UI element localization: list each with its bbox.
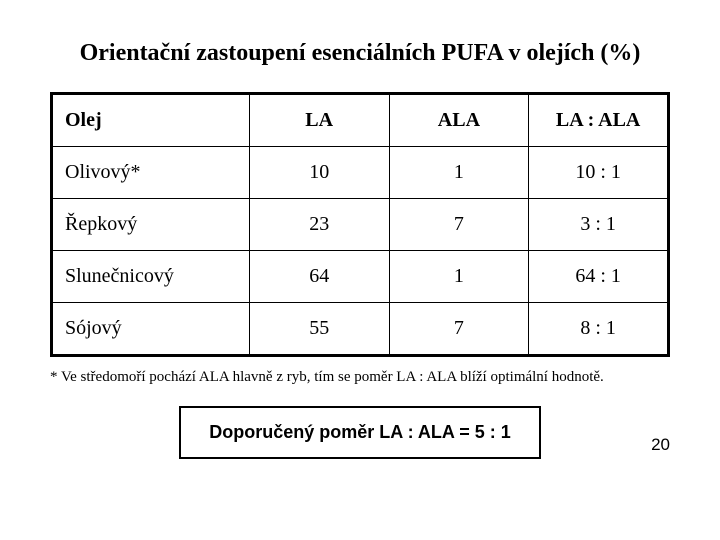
table-cell: 1 <box>389 251 529 303</box>
table-header-cell: LA : ALA <box>529 94 669 147</box>
table-header-cell: LA <box>249 94 389 147</box>
footnote-text: * Ve středomoří pochází ALA hlavně z ryb… <box>50 369 670 386</box>
table-row: Sójový 55 7 8 : 1 <box>52 303 669 356</box>
table-cell: 23 <box>249 199 389 251</box>
table-cell: Olivový* <box>52 147 250 199</box>
table-row: Řepkový 23 7 3 : 1 <box>52 199 669 251</box>
table-cell: 55 <box>249 303 389 356</box>
page-number: 20 <box>651 435 670 455</box>
bottom-row: Doporučený poměr LA : ALA = 5 : 1 20 <box>50 406 670 459</box>
page-title: Orientační zastoupení esenciálních PUFA … <box>50 40 670 67</box>
table-header-cell: Olej <box>52 94 250 147</box>
table-cell: 3 : 1 <box>529 199 669 251</box>
table-cell: 7 <box>389 303 529 356</box>
table-cell: Sójový <box>52 303 250 356</box>
table-header-row: Olej LA ALA LA : ALA <box>52 94 669 147</box>
table-cell: 64 <box>249 251 389 303</box>
table-row: Olivový* 10 1 10 : 1 <box>52 147 669 199</box>
table-row: Slunečnicový 64 1 64 : 1 <box>52 251 669 303</box>
table-cell: 10 : 1 <box>529 147 669 199</box>
table-cell: 8 : 1 <box>529 303 669 356</box>
recommendation-box: Doporučený poměr LA : ALA = 5 : 1 <box>179 406 541 459</box>
pufa-table: Olej LA ALA LA : ALA Olivový* 10 1 10 : … <box>50 92 670 357</box>
table-cell: 64 : 1 <box>529 251 669 303</box>
table-cell: Slunečnicový <box>52 251 250 303</box>
table-cell: Řepkový <box>52 199 250 251</box>
table-header-cell: ALA <box>389 94 529 147</box>
table-cell: 1 <box>389 147 529 199</box>
table-cell: 7 <box>389 199 529 251</box>
table-cell: 10 <box>249 147 389 199</box>
